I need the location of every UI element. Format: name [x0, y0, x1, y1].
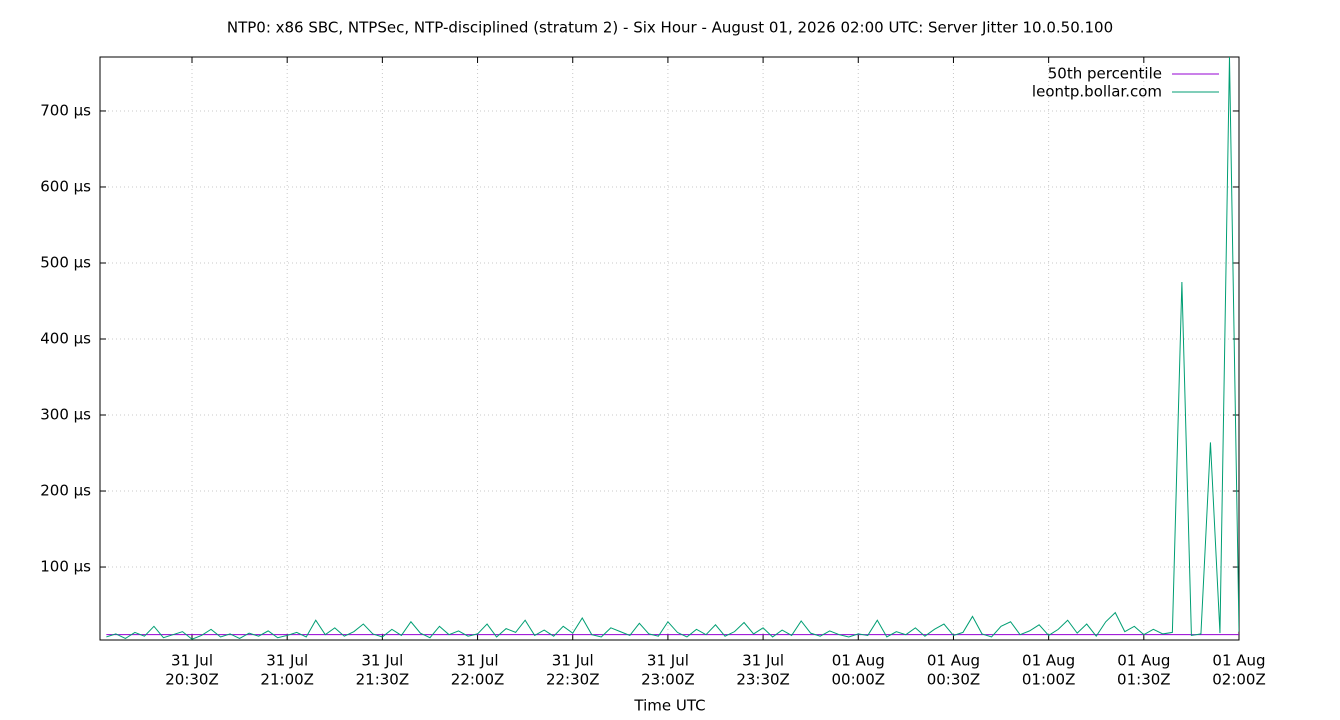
x-tick-label: 01 Aug — [1117, 652, 1170, 670]
x-tick-label: 21:00Z — [260, 671, 314, 689]
legend-label: 50th percentile — [1048, 65, 1162, 83]
legend-label: leontp.bollar.com — [1032, 83, 1162, 101]
chart-title: NTP0: x86 SBC, NTPSec, NTP-disciplined (… — [227, 19, 1113, 37]
x-tick-label: 02:00Z — [1212, 671, 1266, 689]
x-tick-label: 23:30Z — [736, 671, 790, 689]
series-line — [106, 57, 1239, 640]
x-tick-label: 22:30Z — [546, 671, 600, 689]
x-tick-label: 21:30Z — [356, 671, 410, 689]
x-tick-label: 31 Jul — [361, 652, 403, 670]
x-tick-label: 01:00Z — [1022, 671, 1076, 689]
x-tick-label: 01:30Z — [1117, 671, 1171, 689]
x-tick-label: 31 Jul — [171, 652, 213, 670]
x-tick-label: 01 Aug — [1022, 652, 1075, 670]
y-tick-label: 300 µs — [40, 406, 91, 424]
x-tick-label: 31 Jul — [647, 652, 689, 670]
y-tick-label: 500 µs — [40, 253, 91, 271]
y-tick-label: 600 µs — [40, 177, 91, 195]
x-tick-label: 31 Jul — [552, 652, 594, 670]
x-tick-label: 01 Aug — [832, 652, 885, 670]
x-tick-label: 23:00Z — [641, 671, 695, 689]
x-axis-label: Time UTC — [633, 697, 705, 715]
x-tick-label: 00:30Z — [927, 671, 981, 689]
x-tick-label: 01 Aug — [927, 652, 980, 670]
y-tick-label: 200 µs — [40, 482, 91, 500]
plot-frame — [99, 56, 1240, 641]
x-tick-label: 20:30Z — [165, 671, 219, 689]
x-tick-label: 00:00Z — [832, 671, 886, 689]
x-tick-label: 31 Jul — [266, 652, 308, 670]
y-tick-label: 400 µs — [40, 329, 91, 347]
x-tick-label: 31 Jul — [742, 652, 784, 670]
x-tick-label: 01 Aug — [1212, 652, 1265, 670]
y-tick-label: 700 µs — [40, 101, 91, 119]
x-tick-label: 31 Jul — [457, 652, 499, 670]
x-tick-label: 22:00Z — [451, 671, 505, 689]
y-tick-label: 100 µs — [40, 558, 91, 576]
